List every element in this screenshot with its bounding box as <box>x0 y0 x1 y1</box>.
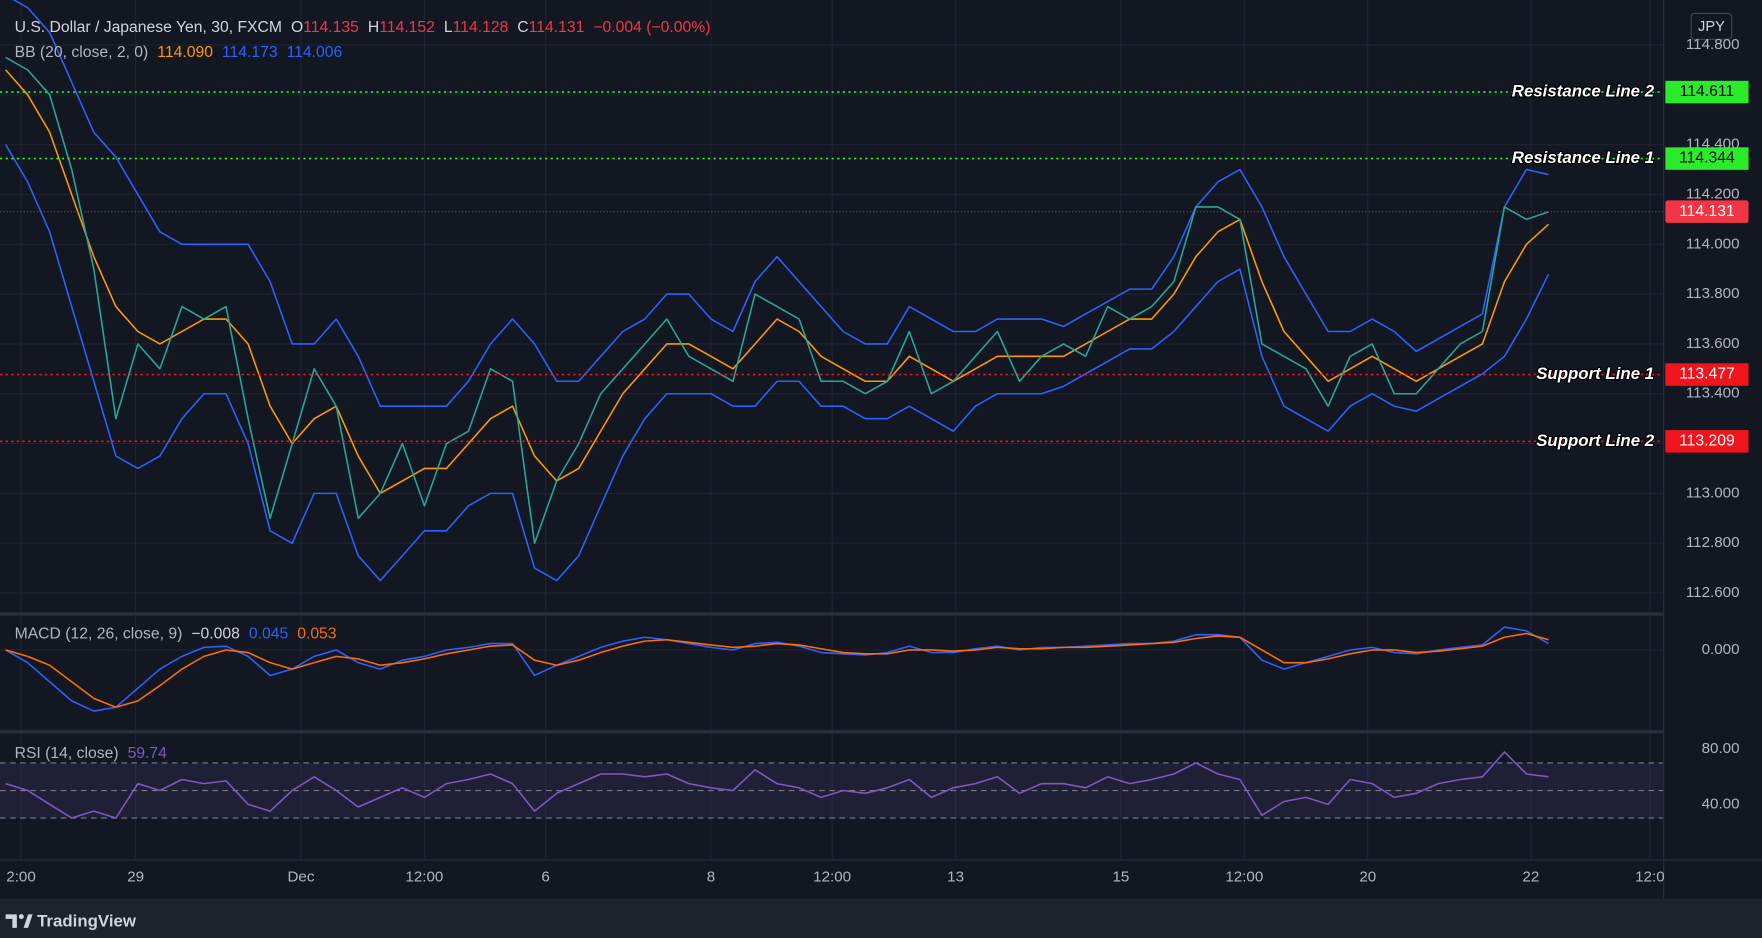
quote-value: 114.131 <box>529 19 585 36</box>
y-tick-label: 112.800 <box>1686 534 1740 551</box>
y-tick-label: 113.000 <box>1686 484 1740 501</box>
grid <box>0 0 1664 860</box>
currency: JPY <box>1698 19 1725 35</box>
indicator-name: RSI (14, close) <box>15 745 119 762</box>
x-tick-label: 15 <box>1112 868 1129 885</box>
level-label: Resistance Line 2 <box>1512 82 1655 101</box>
level-label: Resistance Line 1 <box>1512 148 1654 167</box>
series-line <box>5 56 1549 545</box>
symbol-header: U.S. Dollar / Japanese Yen, 30, FXCM O114… <box>15 19 711 36</box>
y-tick-label: 80.00 <box>1702 740 1740 757</box>
x-tick-label: 8 <box>707 868 715 885</box>
level-label: Support Line 1 <box>1536 364 1654 383</box>
indicator-value: 0.053 <box>297 626 337 643</box>
indicator-value: 114.006 <box>287 44 343 61</box>
level-tag <box>1665 147 1749 170</box>
indicator-legend: BB (20, close, 2, 0) 114.090 114.173 114.00… <box>15 44 343 61</box>
series-line <box>5 626 1549 712</box>
quote-label: L <box>444 19 453 36</box>
x-tick-label: 6 <box>541 868 549 885</box>
indicator-value: 114.090 <box>157 44 213 61</box>
x-tick-label: 12:00 <box>1225 868 1263 885</box>
y-tick-label: 114.000 <box>1686 235 1740 252</box>
y-tick-label: 113.800 <box>1686 285 1740 302</box>
last-price-value: 114.131 <box>1679 203 1735 220</box>
marks <box>0 0 1664 819</box>
quote-value: 114.128 <box>453 19 509 36</box>
tradingview-logo: TradingView <box>5 912 137 931</box>
series-line <box>5 632 1549 709</box>
level-value: 113.209 <box>1679 432 1735 449</box>
indicator-value: 0.045 <box>249 626 289 643</box>
y-tick-label: 114.200 <box>1686 185 1740 202</box>
y-tick-label: 114.800 <box>1686 36 1740 53</box>
indicator-name: MACD (12, 26, close, 9) <box>15 626 183 643</box>
y-tick-label: 40.00 <box>1702 795 1740 812</box>
x-tick-label: 20 <box>1359 868 1376 885</box>
series-line <box>4 144 1550 582</box>
x-tick-label: 12:00 <box>405 868 443 885</box>
x-tick-label: 22 <box>1522 868 1539 885</box>
x-tick-label: 12:0 <box>1635 868 1665 885</box>
indicator-value: 114.173 <box>222 44 278 61</box>
y-tick-label: 113.600 <box>1686 335 1740 352</box>
logo-dot <box>18 914 24 920</box>
quote-value: 114.135 <box>303 19 359 36</box>
footer-bar <box>0 898 1762 938</box>
footer-brand[interactable]: TradingView <box>37 912 137 931</box>
y-tick-label: 0.000 <box>1702 641 1740 658</box>
quote-value: 114.152 <box>379 19 435 36</box>
level-value: 113.477 <box>1679 366 1735 383</box>
level-tag <box>1665 363 1749 386</box>
quote-label: H <box>368 19 379 36</box>
series-line <box>12 0 1549 407</box>
level-value: 114.611 <box>1680 83 1735 100</box>
indicator-value: −0.008 <box>191 626 240 643</box>
level-label: Support Line 2 <box>1536 431 1655 450</box>
quote-label: C <box>517 19 528 36</box>
x-tick-label: 12:00 <box>813 868 851 885</box>
indicator-legend: MACD (12, 26, close, 9) −0.008 0.045 0.053 <box>15 626 337 643</box>
level-tag <box>1665 80 1749 104</box>
x-tick-label: Dec <box>287 868 314 885</box>
last-price-tag <box>1665 200 1749 223</box>
y-tick-label: 112.600 <box>1686 584 1740 601</box>
indicator-legend: RSI (14, close) 59.74 <box>15 745 168 762</box>
logo-mark <box>23 914 33 928</box>
x-tick-label: 2:00 <box>6 868 36 885</box>
series-line <box>5 751 1549 819</box>
overlay: 2:00 29 Dec 12:00 6 8 12:00 13 15 12:00 20 22 12:0 U.… <box>6 19 1749 885</box>
series-line <box>5 69 1550 495</box>
x-tick-label: 29 <box>127 868 144 885</box>
x-tick-label: 13 <box>947 868 964 885</box>
quote-label: O <box>291 19 303 36</box>
y-tick-label: 113.400 <box>1686 385 1740 402</box>
currency-box[interactable] <box>1690 12 1733 40</box>
price-change: −0.004 (−0.00%) <box>593 19 710 36</box>
indicator-value: 59.74 <box>128 745 168 762</box>
symbol-title: U.S. Dollar / Japanese Yen, 30, FXCM <box>15 19 282 36</box>
level-tag <box>1665 430 1749 453</box>
indicator-name: BB (20, close, 2, 0) <box>15 44 149 61</box>
logo-mark <box>5 914 17 928</box>
level-value: 114.344 <box>1679 150 1735 167</box>
